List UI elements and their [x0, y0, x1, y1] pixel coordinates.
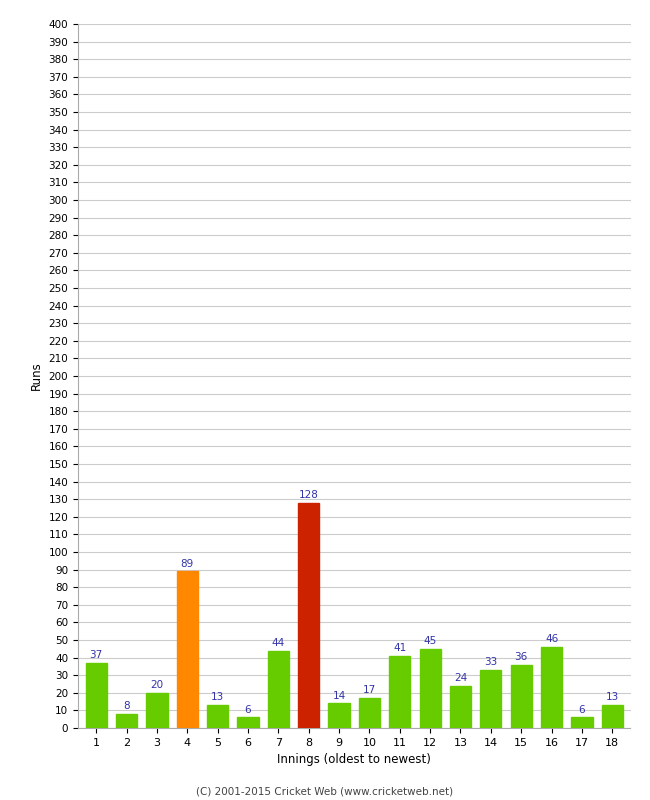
Bar — [419, 649, 441, 728]
Bar — [237, 718, 259, 728]
Bar — [86, 663, 107, 728]
Bar — [602, 705, 623, 728]
Text: 36: 36 — [515, 652, 528, 662]
Bar — [511, 665, 532, 728]
Text: 33: 33 — [484, 658, 497, 667]
Bar — [541, 647, 562, 728]
Bar — [177, 571, 198, 728]
Text: (C) 2001-2015 Cricket Web (www.cricketweb.net): (C) 2001-2015 Cricket Web (www.cricketwe… — [196, 786, 454, 796]
Text: 46: 46 — [545, 634, 558, 645]
Text: 20: 20 — [150, 680, 164, 690]
Bar — [268, 650, 289, 728]
Text: 6: 6 — [244, 705, 252, 715]
Bar — [116, 714, 137, 728]
Text: 17: 17 — [363, 686, 376, 695]
Text: 24: 24 — [454, 673, 467, 683]
Bar — [450, 686, 471, 728]
Y-axis label: Runs: Runs — [30, 362, 43, 390]
Bar — [359, 698, 380, 728]
Text: 45: 45 — [424, 636, 437, 646]
Text: 128: 128 — [299, 490, 318, 500]
Text: 44: 44 — [272, 638, 285, 648]
Text: 89: 89 — [181, 558, 194, 569]
Bar — [389, 656, 410, 728]
Text: 13: 13 — [211, 693, 224, 702]
Text: 8: 8 — [124, 702, 130, 711]
Bar — [207, 705, 228, 728]
X-axis label: Innings (oldest to newest): Innings (oldest to newest) — [278, 754, 431, 766]
Text: 37: 37 — [90, 650, 103, 660]
Bar — [480, 670, 502, 728]
Text: 14: 14 — [332, 690, 346, 701]
Bar — [571, 718, 593, 728]
Text: 6: 6 — [578, 705, 585, 715]
Bar — [328, 703, 350, 728]
Text: 13: 13 — [606, 693, 619, 702]
Text: 41: 41 — [393, 643, 406, 653]
Bar — [146, 693, 168, 728]
Bar — [298, 502, 319, 728]
